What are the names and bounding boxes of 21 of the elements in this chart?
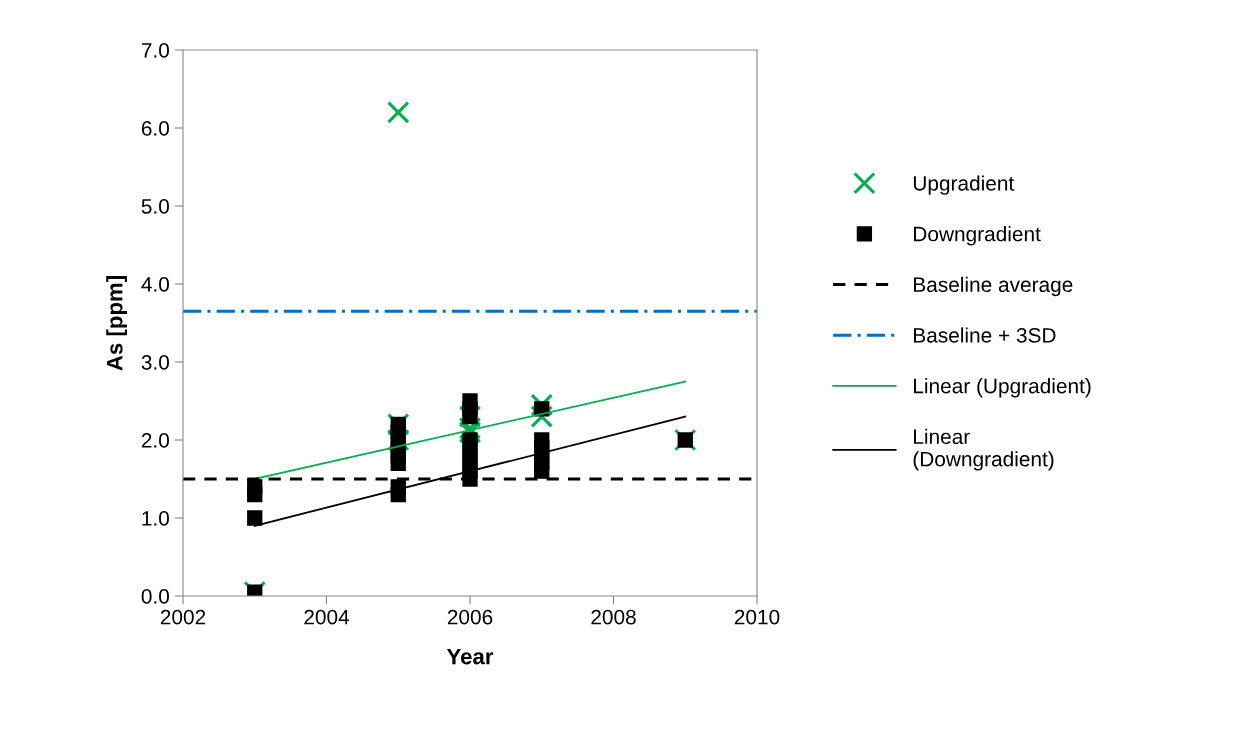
legend-label: Linear (Upgradient) — [914, 378, 1091, 398]
x-tick-label: 2010 — [734, 609, 780, 625]
legend-label: Upgradient — [913, 175, 1015, 195]
y-tick-label: 3.0 — [141, 355, 169, 370]
x-tick-label: 2008 — [591, 609, 636, 625]
x-tick-label: 2004 — [304, 609, 350, 625]
y-tick-label: 5.0 — [141, 199, 169, 214]
legend-label: Linear (Downgradient) — [913, 428, 1054, 471]
x-axis-title: Year — [446, 648, 494, 665]
y-tick-label: 1.0 — [142, 511, 169, 526]
legend-label: Downgradient — [914, 226, 1041, 246]
y-tick-label: 4.0 — [141, 277, 169, 292]
legend-label: Baseline average — [914, 276, 1073, 297]
y-tick-label: 0.0 — [141, 589, 169, 604]
x-tick-label: 2002 — [160, 609, 206, 625]
x-tick-label: 2006 — [447, 609, 493, 625]
legend-label: Baseline + 3SD — [914, 327, 1056, 343]
y-axis-title: As [ppm] — [106, 276, 127, 371]
y-tick-label: 2.0 — [141, 433, 169, 448]
y-tick-label: 7.0 — [141, 43, 169, 58]
y-tick-label: 6.0 — [141, 121, 169, 136]
